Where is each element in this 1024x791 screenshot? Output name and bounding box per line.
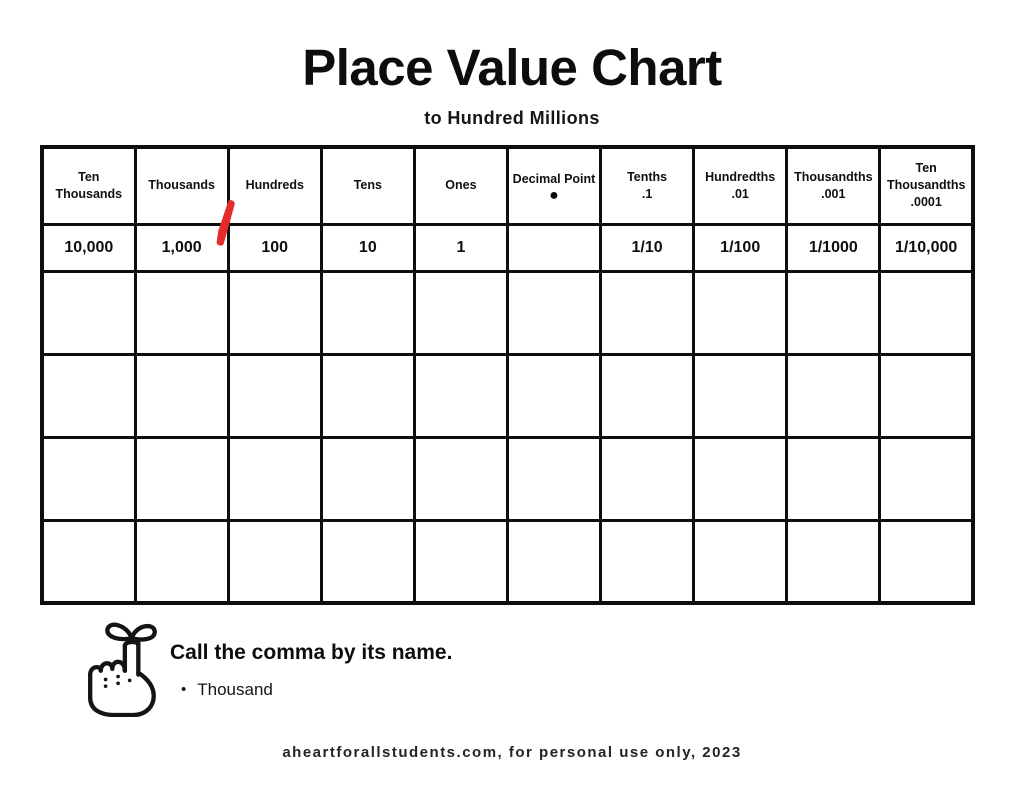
decimal-point-dot-icon: ●	[549, 186, 559, 204]
value-cell-tens: 10	[319, 222, 416, 273]
empty-cell	[599, 518, 696, 605]
reminder-hand-icon	[88, 622, 157, 717]
value-cell-hundredths: 1/100	[692, 222, 789, 273]
empty-cell	[412, 269, 509, 356]
empty-cell	[785, 269, 882, 356]
column-header-thousandths: Thousandths .001	[785, 145, 882, 226]
empty-cell	[133, 269, 230, 356]
table-empty-row	[40, 435, 975, 522]
empty-cell	[692, 435, 789, 522]
column-header-decimal-point: Decimal Point ●	[505, 145, 603, 226]
bullet-icon: •	[181, 681, 187, 698]
column-header-hundreds: Hundreds	[226, 145, 323, 226]
note-item-label: Thousand	[197, 680, 273, 699]
table-value-row: 10,000 1,000 100 10 1 1/10 1/100 1/1000 …	[40, 222, 975, 273]
empty-cell	[40, 269, 137, 356]
page-footer: aheartforallstudents.com, for personal u…	[282, 744, 742, 761]
empty-cell	[319, 269, 416, 356]
column-header-tenths: Tenths .1	[599, 145, 696, 226]
empty-cell	[226, 352, 323, 439]
page-title: Place Value Chart	[302, 39, 722, 96]
empty-cell	[226, 435, 323, 522]
empty-cell	[319, 435, 416, 522]
empty-cell	[505, 435, 603, 522]
value-cell-thousands: 1,000	[133, 222, 230, 273]
empty-cell	[40, 352, 137, 439]
empty-cell	[412, 435, 509, 522]
empty-cell	[599, 269, 696, 356]
value-cell-tenths: 1/10	[599, 222, 696, 273]
table-empty-row	[40, 269, 975, 356]
value-cell-ten-thousandths: 1/10,000	[878, 222, 975, 273]
column-header-thousands: Thousands	[133, 145, 230, 226]
empty-cell	[878, 435, 975, 522]
empty-cell	[785, 435, 882, 522]
value-cell-ten-thousands: 10,000	[40, 222, 137, 273]
empty-cell	[40, 518, 137, 605]
empty-cell	[878, 269, 975, 356]
empty-cell	[133, 352, 230, 439]
empty-cell	[599, 352, 696, 439]
empty-cell	[40, 435, 137, 522]
empty-cell	[505, 518, 603, 605]
column-header-ten-thousandths: Ten Thousandths .0001	[878, 145, 975, 226]
empty-cell	[412, 352, 509, 439]
value-cell-hundreds: 100	[226, 222, 323, 273]
empty-cell	[505, 352, 603, 439]
empty-cell	[505, 269, 603, 356]
table-header-row: Ten Thousands Thousands Hundreds Tens On…	[40, 145, 975, 226]
empty-cell	[226, 269, 323, 356]
empty-cell	[599, 435, 696, 522]
note-bullet-item: • Thousand	[181, 680, 273, 700]
page-subtitle: to Hundred Millions	[424, 108, 600, 128]
column-header-ten-thousands: Ten Thousands	[40, 145, 137, 226]
empty-cell	[226, 518, 323, 605]
empty-cell	[319, 352, 416, 439]
empty-cell	[692, 352, 789, 439]
column-header-hundredths: Hundredths .01	[692, 145, 789, 226]
value-cell-ones: 1	[412, 222, 509, 273]
value-cell-thousandths: 1/1000	[785, 222, 882, 273]
empty-cell	[692, 269, 789, 356]
red-comma-annotation	[216, 200, 235, 246]
empty-cell	[785, 518, 882, 605]
empty-cell	[692, 518, 789, 605]
table-empty-row	[40, 352, 975, 439]
empty-cell	[133, 435, 230, 522]
place-value-table: Ten Thousands Thousands Hundreds Tens On…	[40, 145, 975, 605]
column-header-tens: Tens	[319, 145, 416, 226]
empty-cell	[785, 352, 882, 439]
empty-cell	[878, 518, 975, 605]
empty-cell	[133, 518, 230, 605]
table-empty-row	[40, 518, 975, 605]
value-cell-decimal-point	[505, 222, 603, 273]
empty-cell	[878, 352, 975, 439]
note-heading: Call the comma by its name.	[170, 641, 453, 664]
column-header-ones: Ones	[412, 145, 509, 226]
empty-cell	[412, 518, 509, 605]
empty-cell	[319, 518, 416, 605]
